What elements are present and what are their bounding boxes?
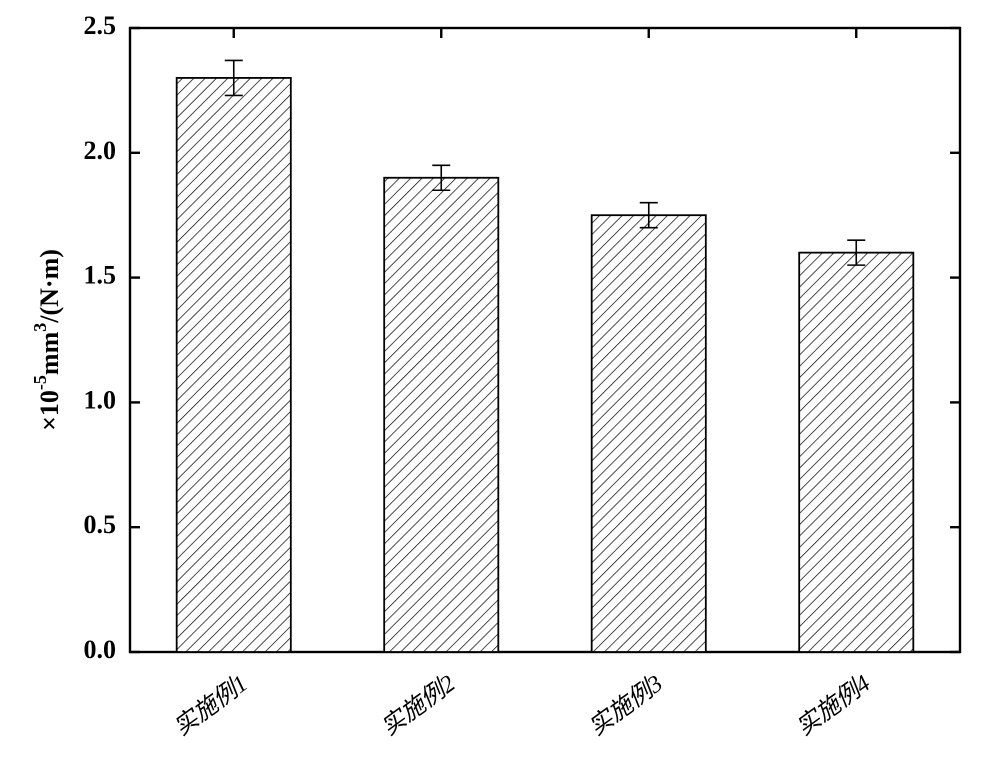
bar: [177, 78, 291, 652]
y-tick-label: 1.0: [84, 385, 117, 414]
x-tick-label: 实施例1: [169, 670, 253, 741]
y-axis-label: ×10-5mm3/(N·m): [30, 249, 64, 431]
bar: [799, 253, 913, 652]
y-tick-label: 2.5: [84, 11, 117, 40]
y-tick-label: 0.5: [84, 510, 117, 539]
x-tick-label: 实施例4: [791, 670, 875, 741]
x-tick-label: 实施例3: [584, 670, 668, 741]
chart-container: 0.0 0.5 1.0 1.5 2.0 2.5 ×10-5mm3/(N·m) 实施例1 实施例2…: [0, 0, 1000, 777]
bar-chart: 0.0 0.5 1.0 1.5 2.0 2.5 ×10-5mm3/(N·m) 实施例1 实施例2…: [0, 0, 1000, 777]
y-tick-label: 0.0: [84, 635, 117, 664]
y-tick-label: 1.5: [84, 261, 117, 290]
bar: [384, 178, 498, 652]
x-tick-label: 实施例2: [376, 670, 460, 741]
y-tick-label: 2.0: [84, 136, 117, 165]
bar: [592, 215, 706, 652]
